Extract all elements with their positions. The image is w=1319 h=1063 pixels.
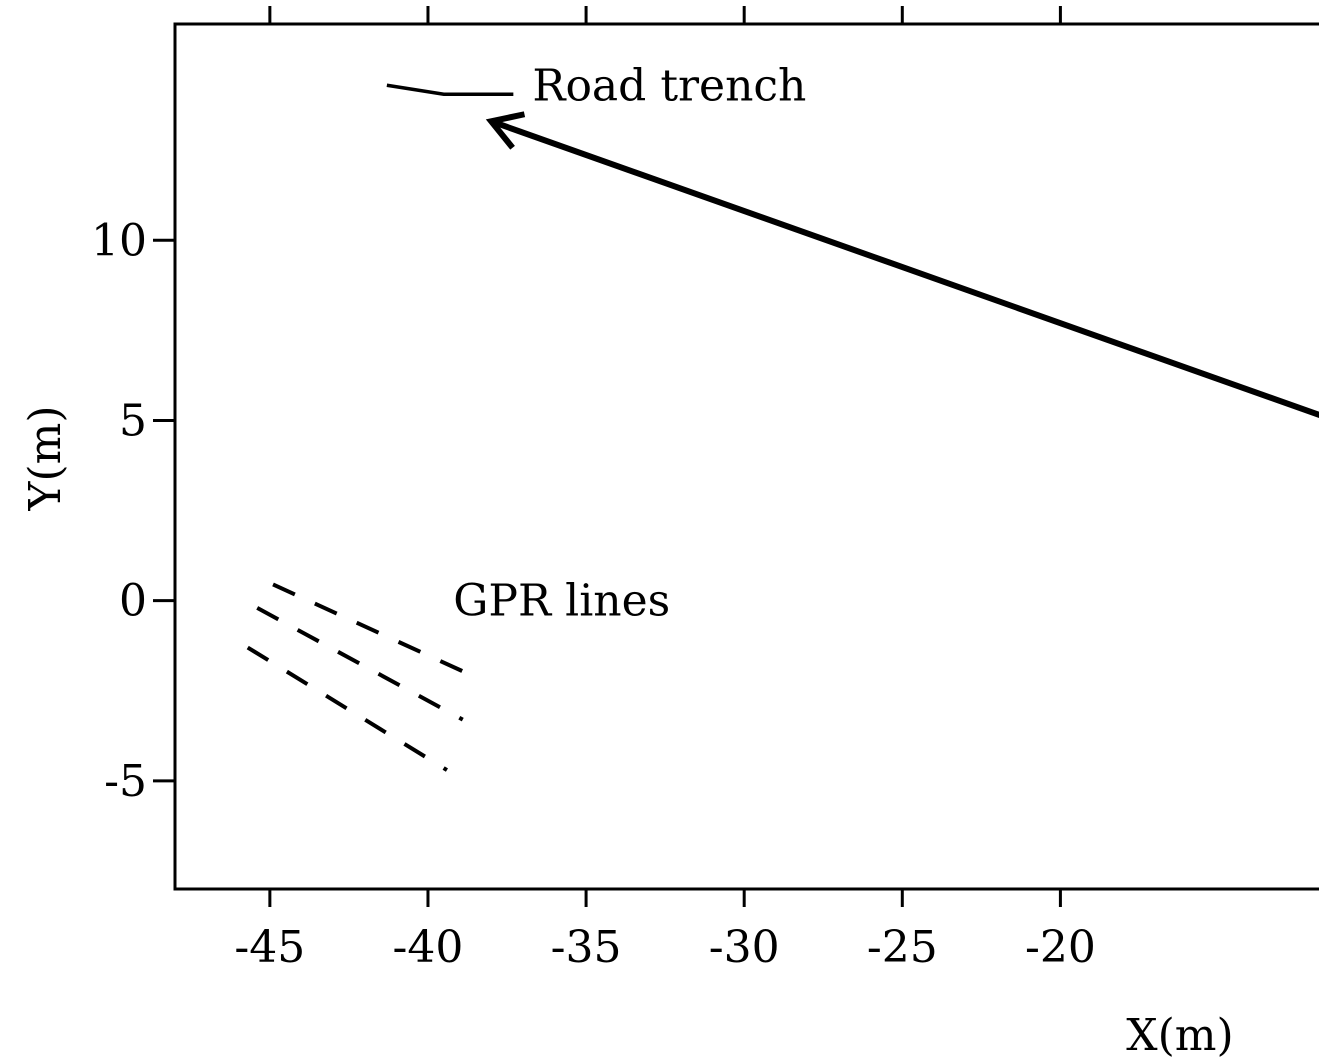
x-tick-label: -20: [1025, 922, 1096, 973]
gpr-line: [256, 606, 464, 722]
x-tick-label: -35: [551, 922, 622, 973]
x-tick-label: -45: [234, 922, 305, 973]
gpr-lines-label: GPR lines: [453, 576, 670, 627]
y-axis-title: Y(m): [20, 405, 71, 511]
x-tick-label: -30: [709, 922, 780, 973]
y-tick-label: 5: [119, 395, 147, 446]
plot-frame: [173, 22, 1319, 891]
road-trench-label: Road trench: [532, 60, 806, 111]
gpr-line: [272, 582, 483, 682]
y-tick-label: 0: [119, 576, 147, 627]
road-trench-line: [386, 83, 514, 97]
x-axis-title: X(m): [1126, 1010, 1233, 1061]
y-tick-label: -5: [104, 756, 147, 807]
y-tick-label: 10: [91, 215, 147, 266]
arrow-head: [485, 111, 526, 150]
arrow-shaft: [490, 118, 1319, 419]
x-tick-label: -40: [393, 922, 464, 973]
gpr-line: [246, 645, 448, 772]
x-tick-label: -25: [867, 922, 938, 973]
